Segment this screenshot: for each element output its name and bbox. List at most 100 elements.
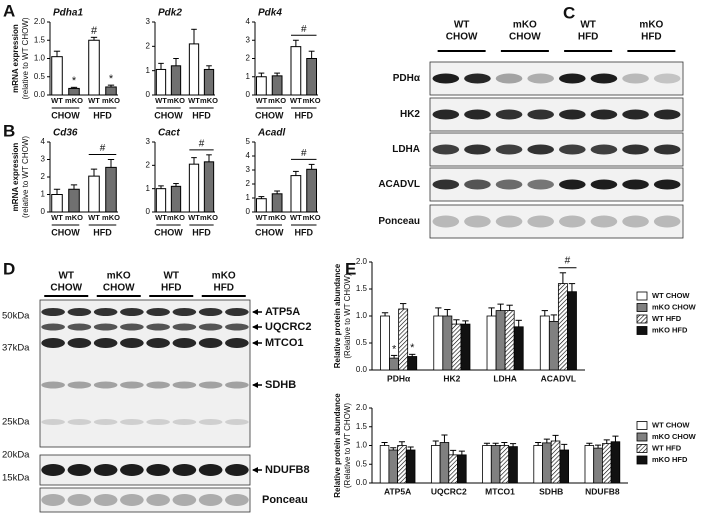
bar	[306, 58, 318, 96]
x-tick-label: mKO	[167, 213, 185, 222]
y-tick-label: 2.0	[356, 257, 368, 266]
y-tick-label: 0.5	[34, 72, 46, 81]
bar	[170, 65, 182, 96]
bar	[451, 323, 462, 371]
blot-band	[527, 144, 554, 155]
arrow-head	[252, 467, 258, 473]
y-tick-label: 4	[246, 17, 251, 26]
row-label: LDHA	[392, 144, 420, 155]
annotation: #	[199, 138, 205, 149]
column-header: CHOW	[50, 283, 82, 294]
error-bar	[308, 163, 315, 170]
y-tick-label: 0.0	[356, 365, 368, 374]
panel-letter: A	[3, 1, 15, 20]
group-label: CHOW	[154, 227, 183, 237]
x-tick-label: WT	[88, 96, 100, 105]
x-tick-label: mKO	[102, 96, 120, 105]
blot-band	[41, 338, 65, 348]
y-axis-label: (Relative to WT CHOW)	[343, 273, 352, 359]
bar	[539, 315, 550, 371]
blot-band	[432, 144, 460, 155]
blot-panel	[429, 204, 684, 239]
x-tick-label: WT	[256, 96, 268, 105]
blot-band	[225, 338, 249, 348]
y-tick-label: 2	[146, 160, 151, 169]
blot-band	[67, 323, 92, 331]
x-tick-label: mKO	[303, 213, 321, 222]
bar	[433, 315, 444, 371]
bar	[593, 447, 603, 484]
blot-band	[559, 109, 586, 120]
blot-band	[93, 464, 118, 476]
chart-title: Pdk2	[158, 8, 182, 19]
blot-band	[172, 419, 197, 425]
group-label: HFD	[295, 227, 314, 237]
y-tick-label: 2	[41, 172, 46, 181]
blot-band	[67, 494, 92, 506]
error-bar	[381, 312, 389, 316]
blot-band	[120, 464, 144, 476]
y-tick-label: 0	[146, 90, 151, 99]
blot-band	[41, 308, 65, 316]
bar	[559, 449, 570, 484]
loading-label: Ponceau	[262, 494, 308, 506]
error-bar	[483, 442, 490, 446]
y-axis-label: Relative protein abundance	[333, 393, 342, 498]
group-label: CHOW	[255, 110, 284, 120]
blot-band	[464, 73, 491, 84]
error-bar	[552, 434, 559, 441]
legend-label: mKO CHOW	[652, 432, 697, 441]
bar	[486, 315, 497, 371]
band-label: MTCO1	[265, 337, 304, 349]
error-bar	[390, 354, 398, 359]
mw-marker: 20kDa	[2, 450, 30, 461]
blot-band	[120, 494, 144, 506]
y-tick-label: 0	[246, 90, 251, 99]
bar	[188, 163, 200, 213]
column-header: HFD	[213, 283, 234, 294]
bar	[398, 308, 409, 371]
error-bar	[444, 309, 451, 316]
bar	[203, 68, 215, 96]
error-bar	[70, 184, 78, 190]
legend-label: WT HFD	[652, 314, 682, 323]
column-header: WT	[58, 271, 74, 282]
x-tick-label: NDUFB8	[585, 486, 620, 496]
x-tick-label: PDHα	[387, 373, 411, 383]
group-label: HFD	[295, 110, 314, 120]
error-bar	[191, 157, 197, 165]
column-header: HFD	[161, 283, 182, 294]
bar	[290, 46, 302, 96]
blot-band	[559, 215, 586, 228]
x-tick-label: WT	[188, 213, 200, 222]
bar	[271, 193, 283, 213]
blot-band	[146, 494, 170, 506]
bar	[68, 188, 80, 213]
y-tick-label: 1.0	[356, 311, 368, 320]
blot-band	[146, 381, 170, 389]
blot-band	[495, 73, 523, 84]
error-bar	[407, 446, 414, 450]
bar	[448, 454, 458, 484]
column-header: CHOW	[446, 32, 478, 43]
error-bar	[390, 447, 397, 450]
blot-band	[93, 381, 118, 389]
bar	[457, 454, 467, 484]
x-tick-label: mKO	[167, 96, 185, 105]
annotation: #	[301, 148, 307, 159]
error-bar	[535, 442, 542, 446]
error-bar	[541, 310, 548, 316]
blot-band	[590, 73, 618, 84]
blot-band	[527, 109, 554, 120]
bar	[508, 446, 518, 484]
x-tick-label: mKO	[268, 96, 286, 105]
bar	[610, 441, 621, 484]
blot-band	[41, 419, 65, 425]
bar	[482, 445, 492, 484]
error-bar	[398, 441, 405, 446]
y-tick-label: 2	[246, 179, 251, 188]
error-bar	[543, 438, 550, 443]
bar	[290, 175, 302, 213]
bar	[499, 445, 510, 484]
mw-marker: 37kDa	[2, 343, 30, 354]
